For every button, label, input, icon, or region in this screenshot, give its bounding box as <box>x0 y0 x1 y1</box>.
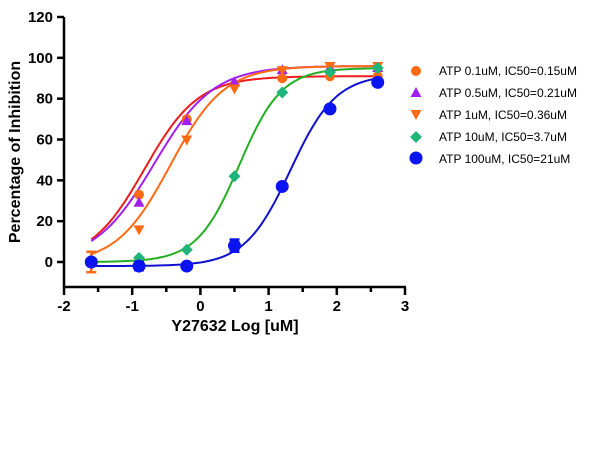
y-ticks: 0 20 40 60 80 100 120 <box>28 9 64 271</box>
fit-curve <box>90 75 378 241</box>
y-axis-title: Percentage of Inhibition <box>7 61 24 243</box>
x-tick-label: 1 <box>264 298 272 315</box>
data-point <box>276 66 288 77</box>
legend-item-atp-10: ATP 10uM, IC50=3.7uM <box>410 130 567 144</box>
data-point <box>323 66 336 79</box>
x-tick-label: -1 <box>126 298 139 315</box>
legend-label: ATP 100uM, IC50=21uM <box>439 152 570 166</box>
x-tick-label: 2 <box>333 298 341 315</box>
plot-area <box>84 62 385 274</box>
data-point <box>180 243 193 256</box>
data-point <box>132 259 146 273</box>
x-tick-label: 0 <box>196 298 204 315</box>
data-point <box>276 86 289 99</box>
y-tick-label: 0 <box>45 254 53 271</box>
y-tick-label: 100 <box>28 50 53 67</box>
blue-circle-marker-icon <box>409 151 423 165</box>
data-point <box>181 115 193 126</box>
legend-label: ATP 0.5uM, IC50=0.21uM <box>439 86 577 100</box>
data-point <box>134 189 145 200</box>
axes: 0 20 40 60 80 100 120 -2 -1 0 1 2 3 Y27632 Log [uM]… <box>7 9 409 335</box>
orange-circle-marker-icon <box>411 66 421 76</box>
y-tick-label: 80 <box>36 91 53 108</box>
orange-triangle-down-marker-icon <box>410 110 422 120</box>
legend-item-atp-1: ATP 1uM, IC50=0.36uM <box>410 108 567 122</box>
x-tick-label: 3 <box>401 298 409 315</box>
data-point <box>133 196 145 207</box>
y-tick-label: 60 <box>36 132 53 149</box>
legend-label: ATP 1uM, IC50=0.36uM <box>439 108 567 122</box>
data-point <box>228 239 241 253</box>
data-point <box>229 76 240 87</box>
y-tick-label: 120 <box>28 9 53 26</box>
data-point <box>277 73 288 84</box>
legend-item-atp-0-1: ATP 0.1uM, IC50=0.15uM <box>411 64 577 78</box>
legend-label: ATP 10uM, IC50=3.7uM <box>439 130 567 144</box>
y-tick-label: 40 <box>36 172 53 189</box>
legend: ATP 0.1uM, IC50=0.15uM ATP 0.5uM, IC50=0… <box>409 64 577 166</box>
legend-item-atp-0-5: ATP 0.5uM, IC50=0.21uM <box>410 86 577 100</box>
purple-triangle-marker-icon <box>410 87 422 97</box>
y-tick-label: 20 <box>36 213 53 230</box>
x-tick-label: -2 <box>57 298 70 315</box>
data-point <box>371 75 385 89</box>
data-point <box>181 135 193 146</box>
legend-label: ATP 0.1uM, IC50=0.15uM <box>439 64 577 78</box>
x-axis-title: Y27632 Log [uM] <box>171 318 298 335</box>
data-point <box>371 62 384 75</box>
data-point <box>228 170 241 183</box>
data-point <box>133 225 145 236</box>
data-point <box>84 255 98 269</box>
data-point <box>229 84 240 95</box>
x-ticks: -2 -1 0 1 2 3 <box>57 287 409 315</box>
legend-item-atp-100: ATP 100uM, IC50=21uM <box>409 151 570 166</box>
green-diamond-marker-icon <box>410 131 422 143</box>
data-point <box>275 179 289 193</box>
data-point <box>180 259 194 273</box>
data-point <box>323 102 337 116</box>
